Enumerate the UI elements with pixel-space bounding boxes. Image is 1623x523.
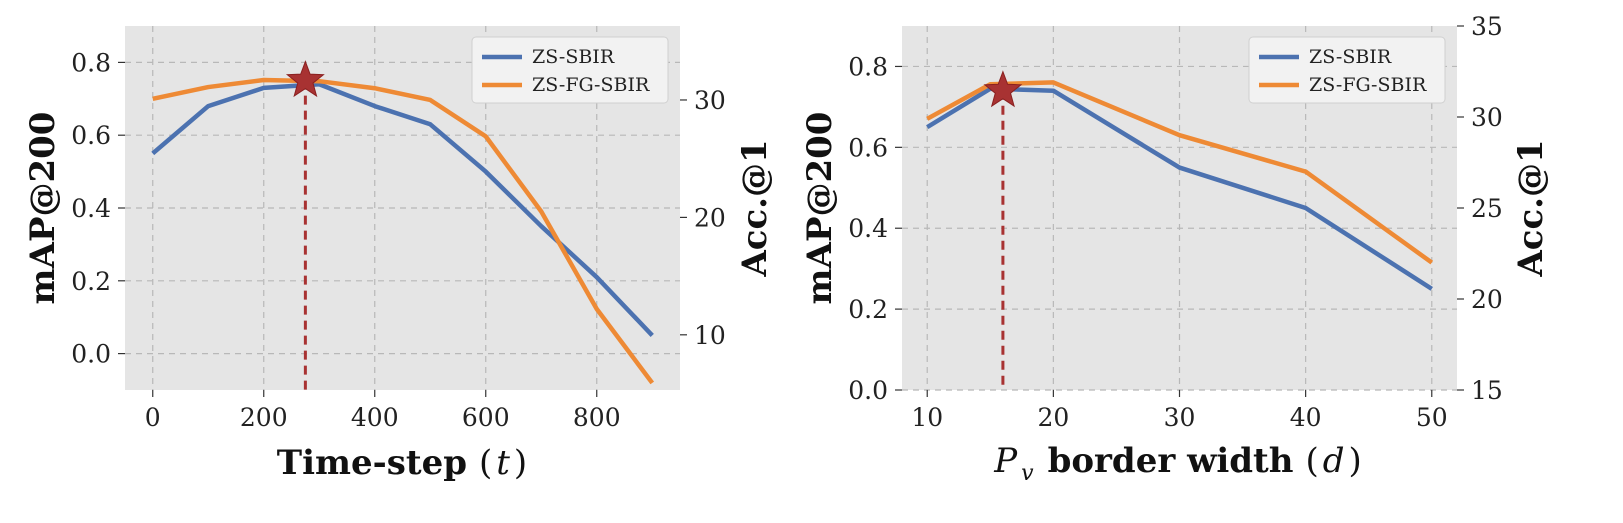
series-lines — [926, 80, 1434, 291]
x-axis-label: Time-step ( t ) — [277, 443, 527, 483]
y2-tick-label: 15 — [1471, 376, 1503, 405]
y2-ticks: 15 20 25 30 35 — [1457, 12, 1503, 405]
x-tick-label: 10 — [911, 403, 943, 432]
chart-time-step: 0 200 400 600 800 0.0 0.2 0.4 0.6 0.8 10 20 30 ZS-… — [23, 26, 775, 483]
x-axis-label-main: border width — [1048, 441, 1294, 481]
series-lines — [151, 77, 655, 385]
x-axis-label: P v border width ( d ) — [993, 441, 1362, 486]
x-tick-label: 40 — [1290, 403, 1322, 432]
y2-tick-label: 20 — [694, 203, 726, 232]
x-axis-label-open: ( — [479, 443, 492, 483]
y-tick-label: 0.8 — [71, 48, 111, 77]
x-ticks: 10 20 30 40 50 — [911, 390, 1448, 432]
y-tick-label: 0.8 — [848, 52, 888, 81]
x-axis-label-main: Time-step — [277, 443, 467, 483]
y-tick-label: 0.4 — [71, 194, 111, 223]
x-axis-label-close: ) — [1349, 441, 1362, 481]
legend-label: ZS-FG-SBIR — [532, 74, 650, 96]
y2-tick-label: 30 — [694, 86, 726, 115]
y2-axis-label: Acc.@1 — [735, 139, 775, 277]
x-tick-label: 50 — [1416, 403, 1448, 432]
y-tick-label: 0.0 — [848, 376, 888, 405]
x-axis-label-close: ) — [514, 443, 527, 483]
y2-tick-label: 35 — [1471, 12, 1503, 41]
y2-tick-label: 20 — [1471, 285, 1503, 314]
legend-label: ZS-SBIR — [1309, 46, 1392, 68]
x-tick-label: 0 — [145, 403, 161, 432]
star-marker — [983, 70, 1023, 108]
legend-label: ZS-SBIR — [532, 46, 615, 68]
y-ticks: 0.0 0.2 0.4 0.6 0.8 — [848, 52, 902, 405]
y-axis-label: mAP@200 — [800, 112, 840, 305]
legend: ZS-SBIR ZS-FG-SBIR — [471, 36, 669, 104]
chart-border-width: 10 20 30 40 50 0.0 0.2 0.4 0.6 0.8 15 20 25 30 35 ZS… — [800, 12, 1551, 486]
y-tick-label: 0.2 — [848, 295, 888, 324]
y2-tick-label: 25 — [1471, 194, 1503, 223]
legend: ZS-SBIR ZS-FG-SBIR — [1248, 36, 1446, 104]
y-tick-label: 0.2 — [71, 267, 111, 296]
x-axis-label-var: d — [1323, 441, 1345, 481]
x-tick-label: 600 — [462, 403, 510, 432]
optimum-marker — [285, 60, 325, 390]
y-tick-label: 0.6 — [848, 133, 888, 162]
x-axis-label-var: t — [496, 443, 510, 483]
series-line-zs-fg-sbir — [152, 77, 655, 385]
y-tick-label: 0.4 — [848, 214, 888, 243]
legend-label: ZS-FG-SBIR — [1309, 74, 1427, 96]
series-line-zs-sbir — [151, 81, 654, 337]
y-ticks: 0.0 0.2 0.4 0.6 0.8 — [71, 48, 125, 369]
x-axis-label-sub: v — [1021, 461, 1034, 486]
series-line-zs-fg-sbir — [926, 80, 1434, 265]
y2-tick-label: 10 — [694, 321, 726, 350]
star-marker — [285, 60, 325, 98]
x-axis-label-open: ( — [1305, 441, 1318, 481]
y-axis-label: mAP@200 — [23, 112, 63, 305]
y2-ticks: 10 20 30 — [680, 86, 726, 350]
series-line-zs-sbir — [926, 86, 1433, 291]
y2-axis-label: Acc.@1 — [1511, 139, 1551, 277]
y-tick-label: 0.6 — [71, 121, 111, 150]
optimum-marker — [983, 70, 1023, 390]
x-tick-label: 200 — [240, 403, 288, 432]
x-tick-label: 30 — [1164, 403, 1196, 432]
x-tick-label: 800 — [573, 403, 621, 432]
y-tick-label: 0.0 — [71, 340, 111, 369]
x-ticks: 0 200 400 600 800 — [145, 390, 621, 432]
x-tick-label: 400 — [351, 403, 399, 432]
x-tick-label: 20 — [1037, 403, 1069, 432]
y2-tick-label: 30 — [1471, 103, 1503, 132]
x-axis-label-prefix: P — [993, 441, 1018, 481]
